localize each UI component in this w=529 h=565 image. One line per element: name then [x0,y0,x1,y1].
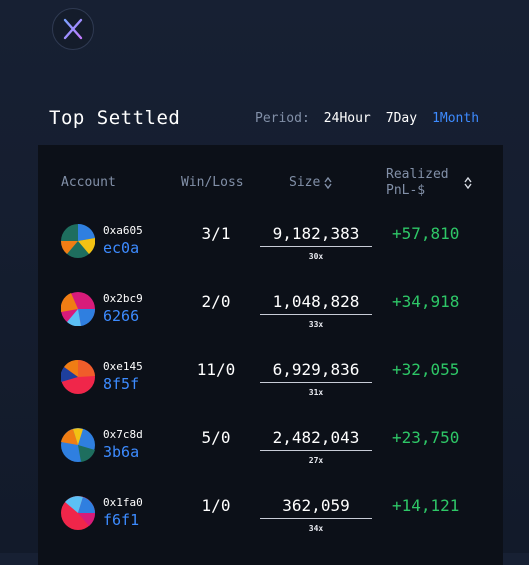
leverage-value: 34x [308,524,324,533]
period-option-1month[interactable]: 1Month [432,111,480,126]
win-loss-value: 1/0 [201,496,231,515]
period-selector: Period: 24Hour 7Day 1Month [255,111,479,126]
pnl-header-line1: Realized [386,167,449,182]
pnl-value: +57,810 [392,224,460,243]
size-divider [260,450,372,451]
account-avatar [61,428,95,462]
pnl-value: +32,055 [392,360,460,379]
account-address-prefix: 0x7c8d [103,428,143,441]
account-avatar [61,292,95,326]
leaderboard-table: Account Win/Loss Size Realized PnL-$ 0xa… [38,145,503,565]
account-address-link[interactable]: ec0a [103,239,140,257]
account-address-prefix: 0xa605 [103,224,143,237]
size-divider [260,518,372,519]
pnl-value: +34,918 [392,292,460,311]
sort-icon [324,176,332,189]
account-address-prefix: 0x2bc9 [103,292,143,305]
app-logo[interactable] [52,8,94,50]
period-label: Period: [255,111,310,126]
column-header-winloss: Win/Loss [181,175,244,190]
column-header-pnl[interactable]: Realized PnL-$ [386,167,496,199]
win-loss-value: 2/0 [201,292,231,311]
table-row[interactable]: 0xa605 ec0a 3/1 9,182,383 30x +57,810 [38,220,503,280]
account-avatar [61,360,95,394]
size-value: 1,048,828 [272,292,360,311]
account-address-link[interactable]: f6f1 [103,511,140,529]
size-divider [260,382,372,383]
account-address-link[interactable]: 6266 [103,307,140,325]
period-option-7day[interactable]: 7Day [385,111,418,126]
table-row[interactable]: 0x7c8d 3b6a 5/0 2,482,043 27x +23,750 [38,424,503,484]
account-address-link[interactable]: 8f5f [103,375,140,393]
column-header-size[interactable]: Size [289,175,332,190]
account-address-prefix: 0xe145 [103,360,143,373]
size-value: 6,929,836 [272,360,360,379]
leverage-value: 30x [308,252,324,261]
pnl-header-line2: PnL-$ [386,183,426,198]
size-value: 362,059 [282,496,350,515]
account-avatar [61,496,95,530]
win-loss-value: 3/1 [201,224,231,243]
sort-icon [464,177,472,189]
size-header-label: Size [289,175,321,190]
size-divider [260,314,372,315]
period-option-24hour[interactable]: 24Hour [323,111,371,126]
column-header-account: Account [61,175,116,190]
win-loss-value: 5/0 [201,428,231,447]
account-address-link[interactable]: 3b6a [103,443,140,461]
size-divider [260,246,372,247]
table-row[interactable]: 0x1fa0 f6f1 1/0 362,059 34x +14,121 [38,492,503,552]
leverage-value: 31x [308,388,324,397]
x-logo-icon [63,18,83,40]
leverage-value: 27x [308,456,324,465]
leverage-value: 33x [308,320,324,329]
account-avatar [61,224,95,258]
account-address-prefix: 0x1fa0 [103,496,143,509]
table-row[interactable]: 0xe145 8f5f 11/0 6,929,836 31x +32,055 [38,356,503,416]
pnl-value: +23,750 [392,428,460,447]
table-row[interactable]: 0x2bc9 6266 2/0 1,048,828 33x +34,918 [38,288,503,348]
size-value: 9,182,383 [272,224,360,243]
size-value: 2,482,043 [272,428,360,447]
pnl-value: +14,121 [392,496,460,515]
win-loss-value: 11/0 [196,360,236,379]
page-title: Top Settled [49,107,181,129]
